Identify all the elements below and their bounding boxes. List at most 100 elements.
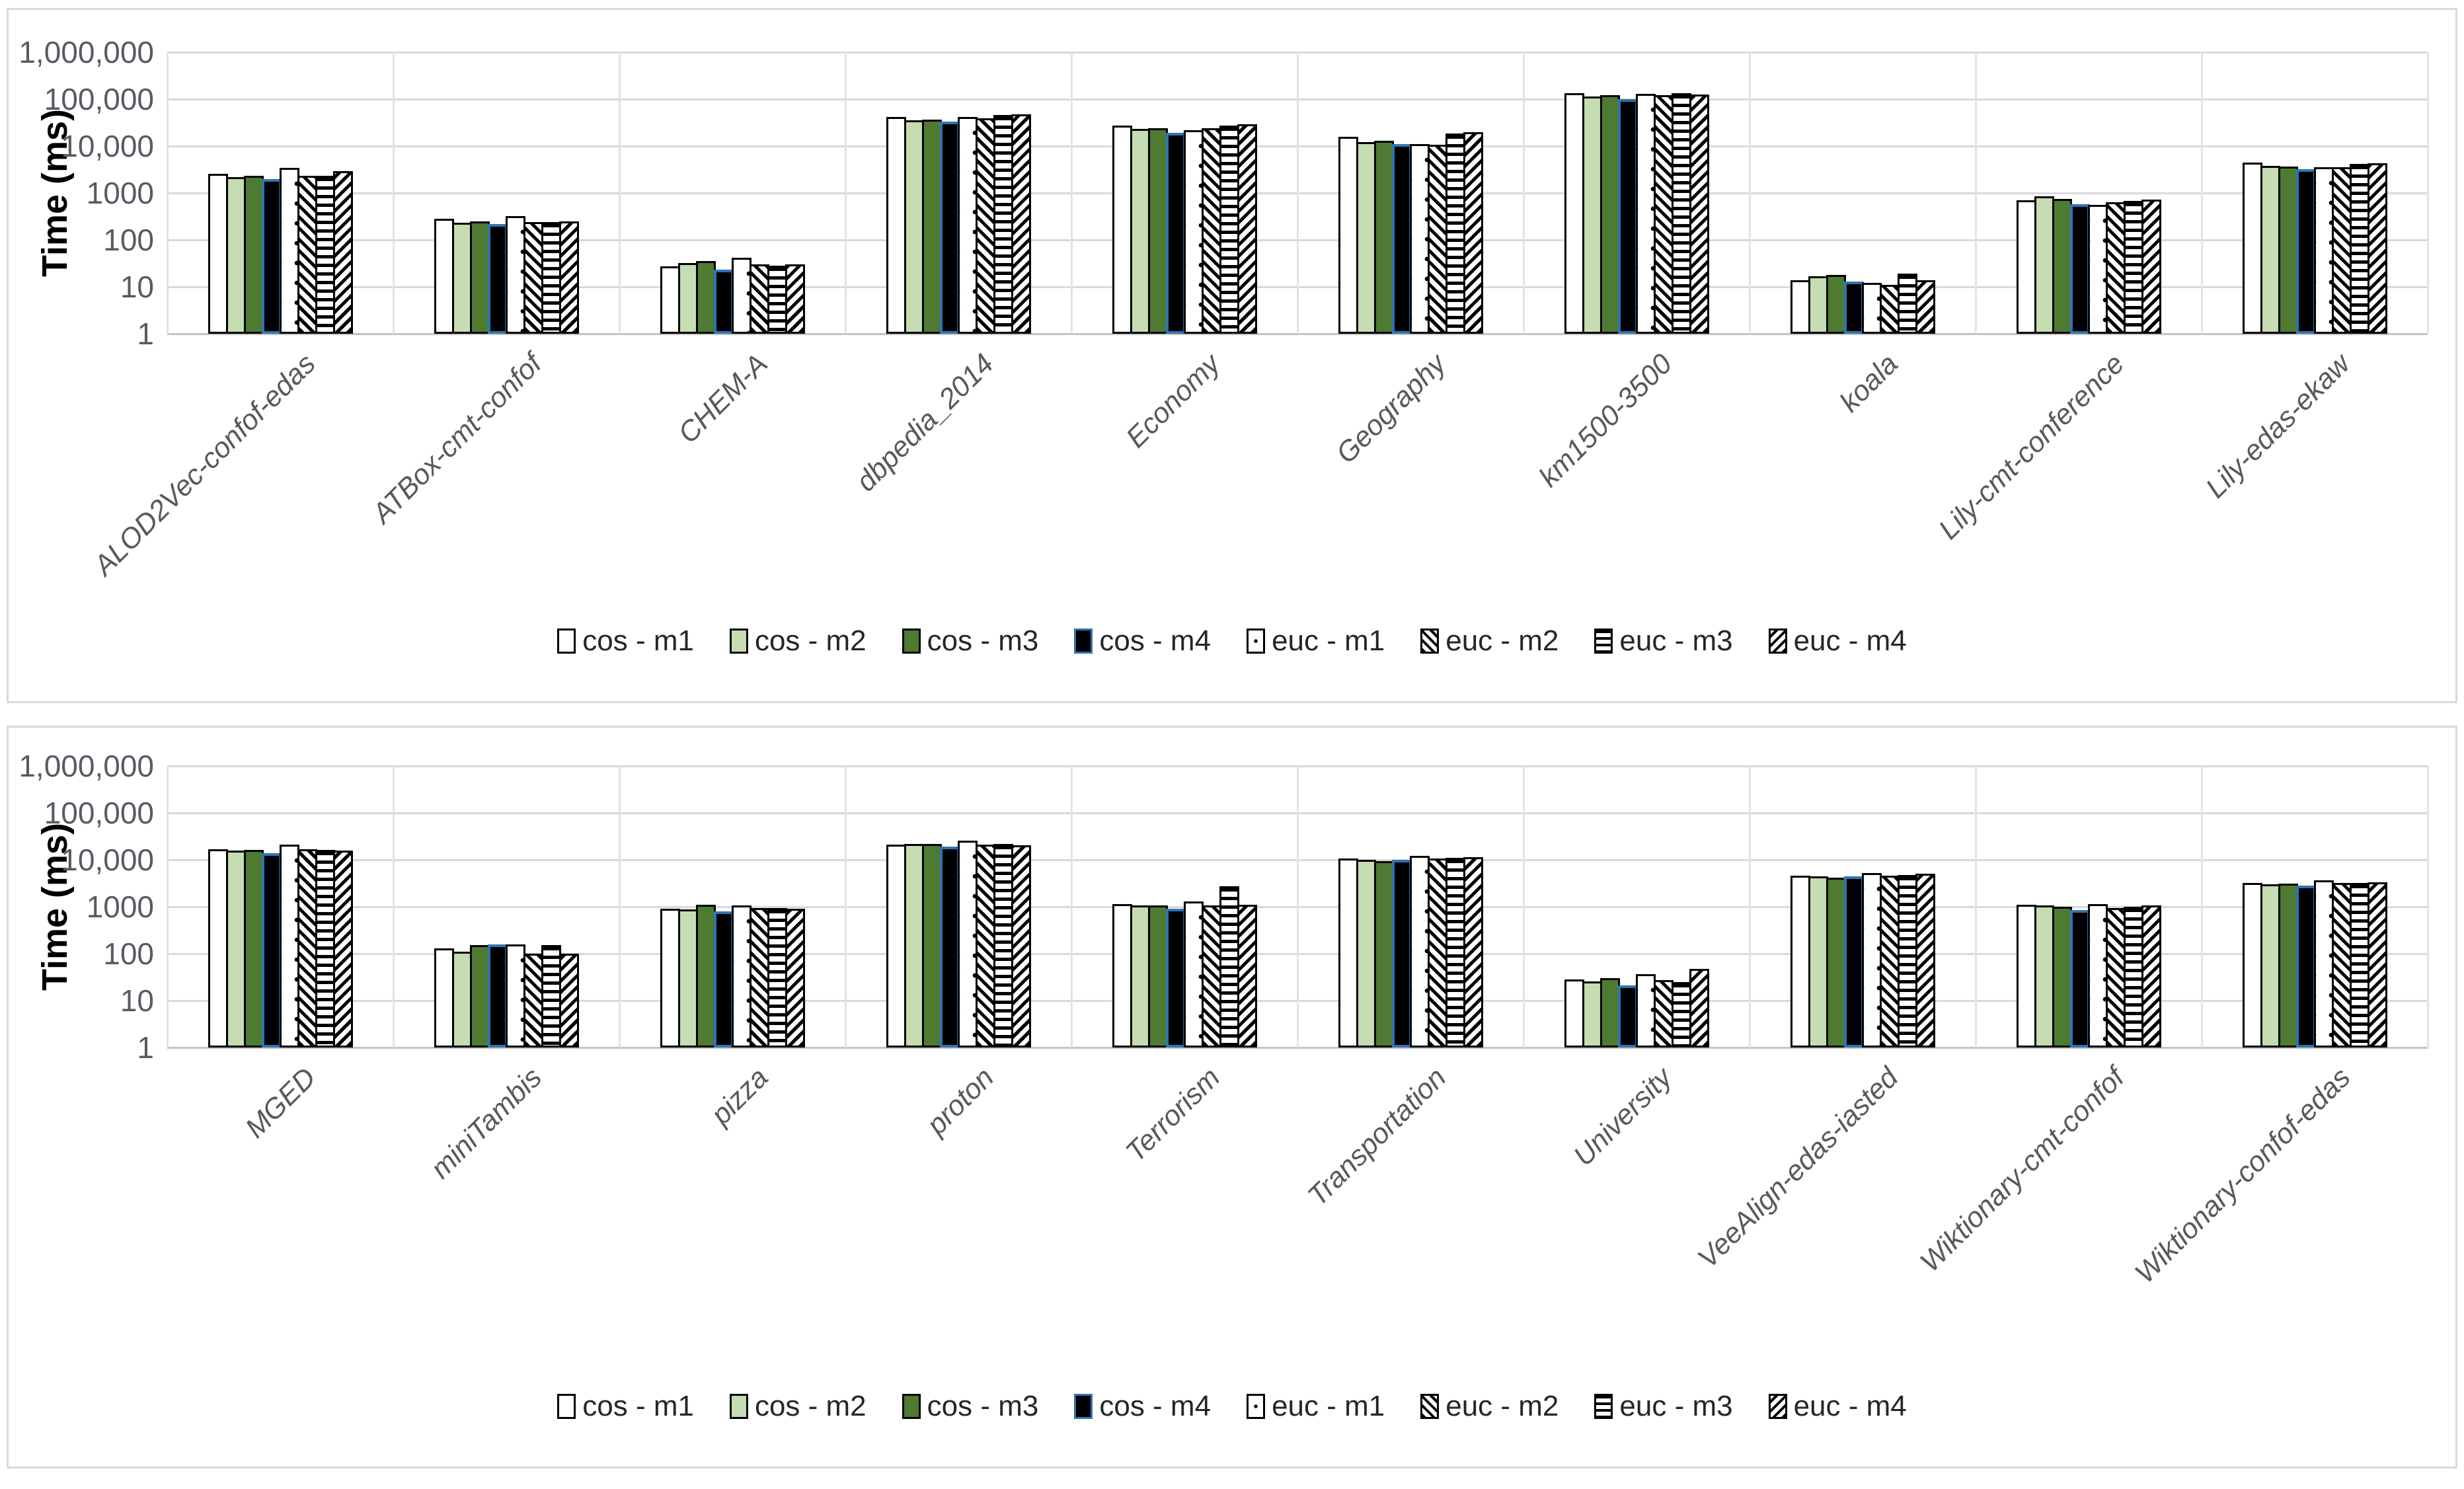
bar-cos-m1-University	[1564, 979, 1584, 1048]
category-separator-line	[1975, 52, 1977, 334]
legend-swatch-white-icon	[557, 629, 576, 654]
bar-euc-m4-Wiktionary-confof-edas	[2367, 882, 2387, 1048]
bar-euc-m4-MGED	[332, 851, 353, 1048]
bar-group-Transportation	[1297, 766, 1523, 1048]
bar-cos-m3-Geography	[1373, 141, 1394, 334]
bar-cos-m3-ALOD2Vec-confof-edas	[243, 176, 264, 334]
category-separator-line	[1523, 52, 1525, 334]
bar-group-Wiktionary-cmt-confof	[1976, 766, 2202, 1048]
bar-cos-m4-pizza	[713, 911, 734, 1048]
bar-cos-m4-dbpedia_2014	[939, 122, 960, 334]
bar-euc-m3-km1500-3500	[1671, 93, 1691, 334]
bar-euc-m2-km1500-3500	[1653, 95, 1674, 334]
bar-cos-m3-Wiktionary-cmt-confof	[2052, 907, 2072, 1048]
bar-cos-m4-Terrorism	[1165, 909, 1186, 1048]
category-label-Terrorism: Terrorism	[1120, 1061, 1227, 1168]
bar-euc-m1-pizza	[731, 905, 751, 1048]
chart-legend: cos - m1 cos - m2 cos - m3 cos - m4 euc - m1…	[9, 625, 2455, 658]
category-separator-line	[393, 52, 395, 334]
legend-swatch-blackblue-icon	[1074, 1394, 1093, 1419]
legend-swatch-blackblue-icon	[1074, 629, 1093, 654]
legend-label: cos - m3	[927, 1390, 1039, 1422]
bar-cos-m2-Lily-edas-ekaw	[2260, 166, 2280, 334]
bar-group-pizza	[619, 766, 845, 1048]
bar-euc-m2-CHEM-A	[749, 264, 769, 334]
category-label-MGED: MGED	[239, 1061, 323, 1145]
y-tick-label: 1,000,000	[19, 749, 154, 783]
bar-cos-m3-Transportation	[1373, 861, 1394, 1048]
legend-item-euc-m4: euc - m4	[1768, 625, 1907, 658]
category-label-VeeAlign-edas-iasted: VeeAlign-edas-iasted	[1691, 1061, 1905, 1275]
legend-label: cos - m1	[582, 1390, 694, 1422]
bar-cos-m1-koala	[1790, 280, 1810, 334]
y-tick-label: 1000	[86, 890, 154, 924]
legend-label: cos - m2	[754, 625, 866, 657]
bar-euc-m4-ATBox-cmt-confof	[558, 221, 579, 334]
y-tick-label: 1	[137, 1030, 154, 1065]
bar-cos-m4-Transportation	[1391, 860, 1412, 1048]
bar-cos-m3-proton	[921, 844, 942, 1048]
legend-swatch-darkgreen-icon	[902, 1394, 921, 1419]
bar-euc-m3-ALOD2Vec-confof-edas	[315, 176, 335, 334]
bar-euc-m4-Terrorism	[1237, 905, 1257, 1048]
bar-euc-m1-Transportation	[1409, 856, 1430, 1048]
bar-euc-m3-University	[1671, 982, 1691, 1048]
bar-cos-m2-CHEM-A	[677, 263, 698, 334]
bar-cos-m2-proton	[904, 844, 924, 1048]
bar-group-Wiktionary-confof-edas	[2202, 766, 2428, 1048]
legend-item-cos-m4: cos - m4	[1074, 625, 1211, 658]
category-separator-line	[1297, 766, 1299, 1048]
bar-cos-m3-Wiktionary-confof-edas	[2278, 884, 2298, 1048]
bar-euc-m1-km1500-3500	[1635, 94, 1656, 334]
bar-euc-m2-koala	[1879, 285, 1900, 334]
bar-euc-m4-pizza	[785, 909, 805, 1048]
x-axis-line	[167, 1047, 2428, 1049]
bar-cos-m2-miniTambis	[451, 952, 472, 1048]
plot-area	[167, 52, 2429, 335]
y-tick-label: 1000	[86, 176, 154, 210]
bar-euc-m3-MGED	[315, 850, 335, 1048]
bar-euc-m3-ATBox-cmt-confof	[541, 222, 561, 334]
legend-label: euc - m4	[1793, 625, 1907, 657]
bar-euc-m4-VeeAlign-edas-iasted	[1915, 874, 1935, 1048]
bar-cos-m1-proton	[886, 845, 906, 1048]
bar-cos-m2-VeeAlign-edas-iasted	[1808, 876, 1828, 1048]
y-tick-label: 10,000	[61, 843, 154, 877]
y-tick-label: 10,000	[61, 129, 154, 163]
bar-euc-m4-miniTambis	[558, 954, 579, 1048]
category-separator-line	[1975, 766, 1977, 1048]
legend-label: euc - m3	[1619, 625, 1733, 657]
bar-euc-m1-MGED	[279, 845, 299, 1048]
legend-swatch-darkgreen-icon	[902, 629, 921, 654]
bar-euc-m3-Lily-cmt-conference	[2123, 201, 2143, 334]
y-tick-label: 100	[103, 223, 154, 257]
bar-euc-m1-VeeAlign-edas-iasted	[1861, 873, 1882, 1048]
bar-euc-m2-pizza	[749, 908, 769, 1048]
bar-cos-m4-Wiktionary-confof-edas	[2295, 886, 2316, 1048]
bar-euc-m4-ALOD2Vec-confof-edas	[332, 171, 353, 334]
bar-cos-m3-University	[1599, 978, 1620, 1048]
legend-label: euc - m3	[1619, 1390, 1733, 1422]
bar-group-km1500-3500	[1523, 52, 1750, 334]
bar-group-Geography	[1297, 52, 1523, 334]
bar-euc-m4-Lily-cmt-conference	[2141, 200, 2161, 334]
legend-swatch-lightgreen-icon	[729, 629, 748, 654]
bar-euc-m2-miniTambis	[523, 954, 543, 1048]
category-label-Lily-cmt-conference: Lily-cmt-conference	[1932, 348, 2131, 546]
bar-euc-m4-Geography	[1463, 132, 1483, 334]
bar-cos-m4-miniTambis	[487, 944, 508, 1048]
legend-swatch-lightgreen-icon	[729, 1394, 748, 1419]
bar-cos-m1-Wiktionary-cmt-confof	[2016, 905, 2036, 1048]
legend-swatch-hlines-icon	[1594, 629, 1613, 654]
legend-swatch-diagdown-icon	[1768, 1394, 1787, 1419]
bar-cos-m1-CHEM-A	[660, 266, 680, 334]
bar-cos-m1-Lily-cmt-conference	[2016, 200, 2036, 334]
bar-euc-m2-Terrorism	[1201, 905, 1221, 1048]
bar-cos-m2-ALOD2Vec-confof-edas	[225, 177, 246, 334]
category-separator-line	[2201, 766, 2203, 1048]
bar-group-University	[1523, 766, 1750, 1048]
bar-euc-m2-Wiktionary-cmt-confof	[2105, 908, 2126, 1048]
bar-euc-m2-University	[1653, 980, 1674, 1048]
top-chart-panel: Time (ms) 1,000,000 100,000 10,000 1000 100 1…	[7, 8, 2457, 703]
bar-euc-m1-Lily-edas-ekaw	[2313, 167, 2334, 334]
